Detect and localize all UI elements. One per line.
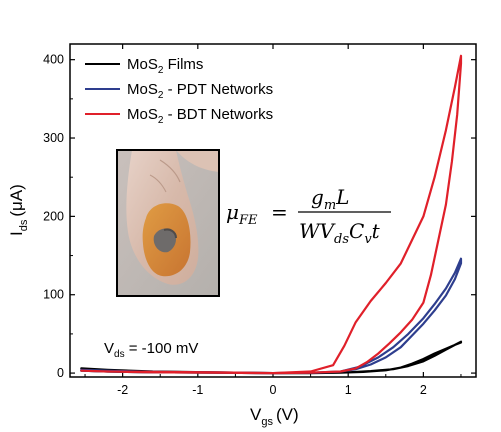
x-tick-label: 0 xyxy=(270,383,277,397)
legend: MoS2 Films MoS2 - PDT Networks MoS2 - BD… xyxy=(85,56,273,126)
y-tick-label: 400 xyxy=(43,53,64,67)
axes-layer: -2 -1 0 1 2 0 100 200 300 400 xyxy=(43,43,477,397)
formula-numerator: gmL xyxy=(311,185,349,213)
x-axis-title: Vgs (V) xyxy=(250,405,299,428)
inset-frame xyxy=(116,149,220,297)
legend-label-bdt: MoS2 - BDT Networks xyxy=(127,106,273,126)
y-tick-label: 200 xyxy=(43,209,64,223)
series-line-mos2-bdt-networks xyxy=(80,54,463,375)
inset-photo xyxy=(116,149,220,297)
formula-equals: = xyxy=(271,200,288,224)
y-tick-label: 300 xyxy=(43,131,64,145)
legend-label-films: MoS2 Films xyxy=(127,56,203,76)
y-tick-label: 0 xyxy=(57,366,64,380)
formula-lhs: μFE xyxy=(226,200,258,228)
mobility-formula: μFE = gmL WVdsCvt xyxy=(226,185,391,247)
series-layer xyxy=(80,54,463,375)
x-tick-label: -1 xyxy=(192,383,203,397)
legend-label-pdt: MoS2 - PDT Networks xyxy=(127,81,273,101)
x-tick-label: 1 xyxy=(345,383,352,397)
y-axis-title: Ids(μA) xyxy=(7,184,30,236)
vds-annotation: Vds = -100 mV xyxy=(104,340,198,360)
x-tick-label: 2 xyxy=(420,383,427,397)
formula-denominator: WVdsCvt xyxy=(299,219,381,247)
x-tick-label: -2 xyxy=(117,383,128,397)
y-tick-label: 100 xyxy=(43,288,64,302)
